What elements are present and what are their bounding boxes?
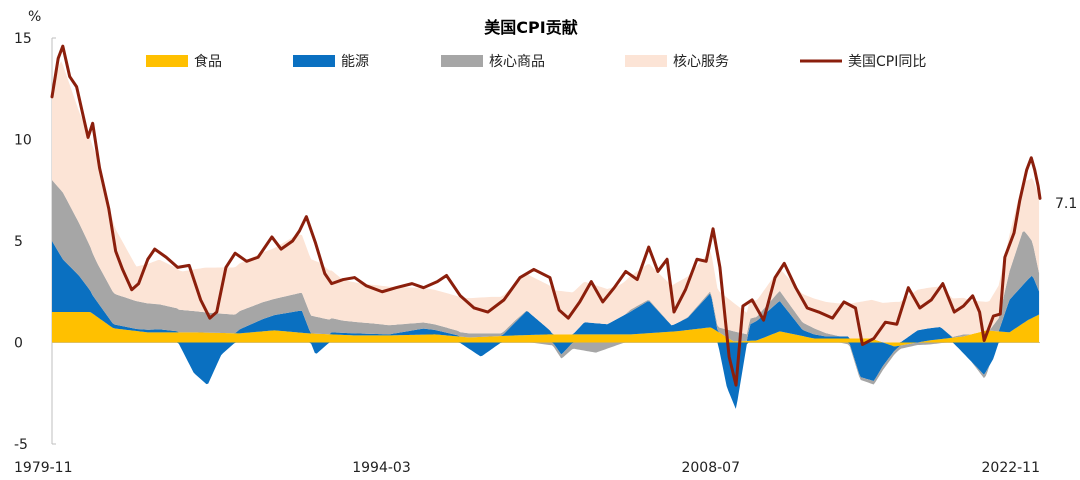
y-tick-label-4: -5 bbox=[14, 437, 28, 453]
legend-swatch-1 bbox=[293, 55, 335, 67]
legend-label-2: 核心商品 bbox=[489, 54, 545, 70]
chart-title: 美国CPI贡献 bbox=[484, 18, 577, 37]
y-axis: 15 10 5 0 -5 bbox=[14, 31, 56, 453]
cpi-line-path bbox=[50, 44, 1042, 387]
x-tick-label-2: 2008-07 bbox=[681, 460, 740, 476]
y-axis-unit-label: % bbox=[28, 9, 41, 25]
legend-label-4: 美国CPI同比 bbox=[848, 54, 926, 70]
legend-swatch-2 bbox=[441, 55, 483, 67]
area-positive-1 bbox=[52, 312, 1040, 343]
end-value-label: 7.1 bbox=[1055, 196, 1077, 212]
legend-swatch-0 bbox=[146, 55, 188, 67]
y-tick-label-2: 5 bbox=[14, 234, 23, 250]
x-tick-label-0: 1979-11 bbox=[14, 460, 73, 476]
area-positive-3 bbox=[52, 180, 1040, 343]
stacked-area-series bbox=[52, 61, 1040, 409]
legend: 食品 能源 核心商品 核心服务 美国CPI同比 bbox=[146, 53, 926, 70]
legend-swatch-3 bbox=[625, 55, 667, 67]
area-positive-4 bbox=[52, 61, 1040, 343]
x-tick-label-1: 1994-03 bbox=[352, 460, 411, 476]
legend-label-3: 核心服务 bbox=[673, 54, 729, 70]
y-tick-label-3: 0 bbox=[14, 336, 23, 352]
area-positive-2 bbox=[52, 241, 1040, 343]
legend-label-1: 能源 bbox=[341, 54, 369, 70]
y-tick-label-1: 10 bbox=[14, 133, 32, 149]
x-tick-label-3: 2022-11 bbox=[982, 460, 1041, 476]
x-axis: 1979-11 1994-03 2008-07 2022-11 bbox=[14, 342, 1041, 476]
area-negative-2 bbox=[52, 342, 1040, 409]
y-tick-label-0: 15 bbox=[14, 31, 32, 47]
legend-label-0: 食品 bbox=[194, 53, 222, 70]
cpi-line-series bbox=[50, 44, 1042, 387]
